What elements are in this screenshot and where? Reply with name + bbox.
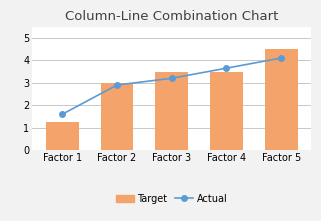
Bar (46, 122, 79, 150)
Title: Column-Line Combination Chart: Column-Line Combination Chart (65, 10, 278, 23)
Bar (210, 72, 243, 150)
Bar (265, 49, 298, 150)
Bar (100, 83, 134, 150)
Legend: Target, Actual: Target, Actual (112, 190, 231, 208)
Bar (155, 72, 188, 150)
